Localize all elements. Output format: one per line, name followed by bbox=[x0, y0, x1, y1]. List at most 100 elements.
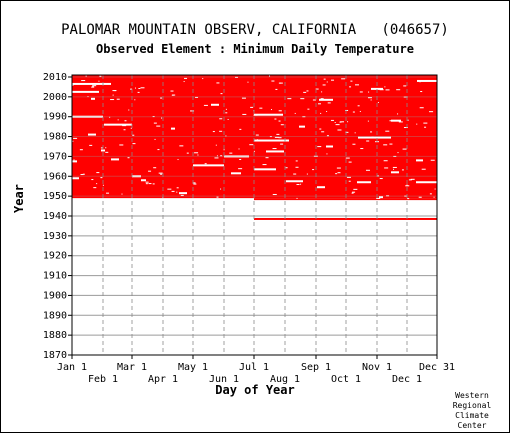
missing-data-speckle bbox=[424, 126, 427, 128]
missing-data-speckle bbox=[160, 173, 163, 175]
missing-data-speckle bbox=[376, 175, 379, 177]
missing-data-speckle bbox=[100, 147, 103, 149]
missing-data-speckle bbox=[225, 112, 228, 114]
missing-data-speckle bbox=[370, 131, 373, 133]
missing-data-speckle bbox=[265, 157, 269, 159]
missing-data-speckle bbox=[138, 87, 141, 89]
missing-data-speckle bbox=[278, 120, 281, 122]
missing-data-speckle bbox=[352, 191, 356, 193]
missing-data-speckle bbox=[223, 149, 225, 151]
missing-data-speckle bbox=[108, 124, 110, 126]
missing-data-speckle bbox=[247, 81, 249, 83]
missing-data-speckle bbox=[130, 127, 132, 129]
missing-data-mark bbox=[132, 175, 141, 178]
missing-data-speckle bbox=[262, 164, 267, 166]
missing-data-speckle bbox=[177, 159, 179, 161]
missing-data-speckle bbox=[87, 96, 89, 98]
missing-data-speckle bbox=[367, 120, 369, 122]
missing-data-speckle bbox=[421, 168, 426, 170]
missing-data-speckle bbox=[89, 144, 93, 146]
missing-data-speckle bbox=[239, 128, 242, 130]
missing-data-speckle bbox=[72, 84, 74, 86]
missing-data-speckle bbox=[274, 118, 277, 120]
missing-data-speckle bbox=[330, 119, 334, 121]
x-tick-label: Jul 1 bbox=[239, 362, 269, 373]
missing-data-mark bbox=[254, 168, 276, 171]
missing-data-speckle bbox=[132, 143, 136, 145]
missing-data-speckle bbox=[386, 195, 390, 197]
missing-data-speckle bbox=[326, 81, 328, 83]
missing-data-speckle bbox=[313, 155, 318, 157]
missing-data-speckle bbox=[216, 82, 220, 84]
missing-data-mark bbox=[391, 171, 399, 174]
missing-data-speckle bbox=[322, 84, 326, 86]
data-period-bar bbox=[254, 198, 437, 201]
missing-data-speckle bbox=[287, 98, 292, 100]
y-tick-label: 1950 bbox=[43, 191, 67, 202]
missing-data-speckle bbox=[429, 111, 434, 113]
missing-data-speckle bbox=[91, 86, 95, 88]
missing-data-speckle bbox=[197, 154, 199, 156]
missing-data-speckle bbox=[403, 96, 408, 98]
missing-data-speckle bbox=[172, 94, 176, 96]
missing-data-speckle bbox=[327, 102, 331, 104]
missing-data-speckle bbox=[401, 169, 404, 171]
missing-data-speckle bbox=[407, 119, 409, 121]
missing-data-speckle bbox=[216, 155, 218, 157]
missing-data-speckle bbox=[160, 117, 162, 119]
missing-data-speckle bbox=[134, 99, 136, 101]
x-tick-label: Jun 1 bbox=[209, 374, 239, 385]
missing-data-speckle bbox=[433, 196, 435, 198]
missing-data-speckle bbox=[340, 121, 345, 123]
x-tick-label: Nov 1 bbox=[362, 362, 392, 373]
missing-data-speckle bbox=[117, 119, 119, 121]
y-tick-label: 1890 bbox=[43, 310, 67, 321]
missing-data-speckle bbox=[270, 109, 272, 111]
missing-data-speckle bbox=[193, 183, 197, 185]
missing-data-speckle bbox=[430, 159, 435, 161]
missing-data-speckle bbox=[377, 101, 379, 103]
x-tick-label: Jan 1 bbox=[57, 362, 87, 373]
missing-data-speckle bbox=[272, 148, 277, 150]
missing-data-mark bbox=[357, 181, 371, 184]
missing-data-mark bbox=[286, 180, 303, 183]
missing-data-speckle bbox=[184, 77, 188, 79]
missing-data-speckle bbox=[383, 144, 388, 146]
missing-data-speckle bbox=[256, 139, 258, 141]
missing-data-speckle bbox=[408, 179, 412, 181]
missing-data-mark bbox=[72, 115, 103, 118]
missing-data-speckle bbox=[110, 99, 115, 101]
missing-data-speckle bbox=[354, 84, 359, 86]
y-axis-label: Year bbox=[12, 184, 26, 213]
missing-data-speckle bbox=[176, 187, 179, 189]
y-tick-label: 1900 bbox=[43, 290, 67, 301]
missing-data-mark bbox=[416, 181, 437, 184]
missing-data-speckle bbox=[255, 134, 259, 136]
missing-data-mark bbox=[72, 90, 99, 93]
missing-data-speckle bbox=[307, 108, 310, 110]
missing-data-speckle bbox=[330, 79, 334, 81]
missing-data-speckle bbox=[259, 107, 263, 109]
missing-data-speckle bbox=[272, 193, 277, 195]
missing-data-speckle bbox=[194, 152, 199, 154]
missing-data-speckle bbox=[366, 140, 370, 142]
missing-data-speckle bbox=[389, 143, 393, 145]
missing-data-speckle bbox=[102, 184, 104, 186]
missing-data-speckle bbox=[319, 128, 322, 130]
x-tick-label: Mar 1 bbox=[117, 362, 147, 373]
missing-data-speckle bbox=[148, 170, 152, 172]
missing-data-speckle bbox=[392, 166, 397, 168]
missing-data-speckle bbox=[238, 168, 243, 170]
missing-data-speckle bbox=[72, 140, 74, 142]
chart-subtitle: Observed Element : Minimum Daily Tempera… bbox=[96, 42, 414, 56]
missing-data-speckle bbox=[122, 125, 127, 127]
missing-data-speckle bbox=[383, 160, 388, 162]
missing-data-speckle bbox=[145, 183, 148, 185]
missing-data-speckle bbox=[73, 137, 78, 139]
missing-data-speckle bbox=[296, 197, 298, 199]
missing-data-mark bbox=[317, 186, 325, 189]
missing-data-speckle bbox=[127, 157, 130, 159]
missing-data-speckle bbox=[227, 118, 229, 120]
missing-data-speckle bbox=[402, 148, 407, 150]
missing-data-mark bbox=[371, 87, 383, 90]
